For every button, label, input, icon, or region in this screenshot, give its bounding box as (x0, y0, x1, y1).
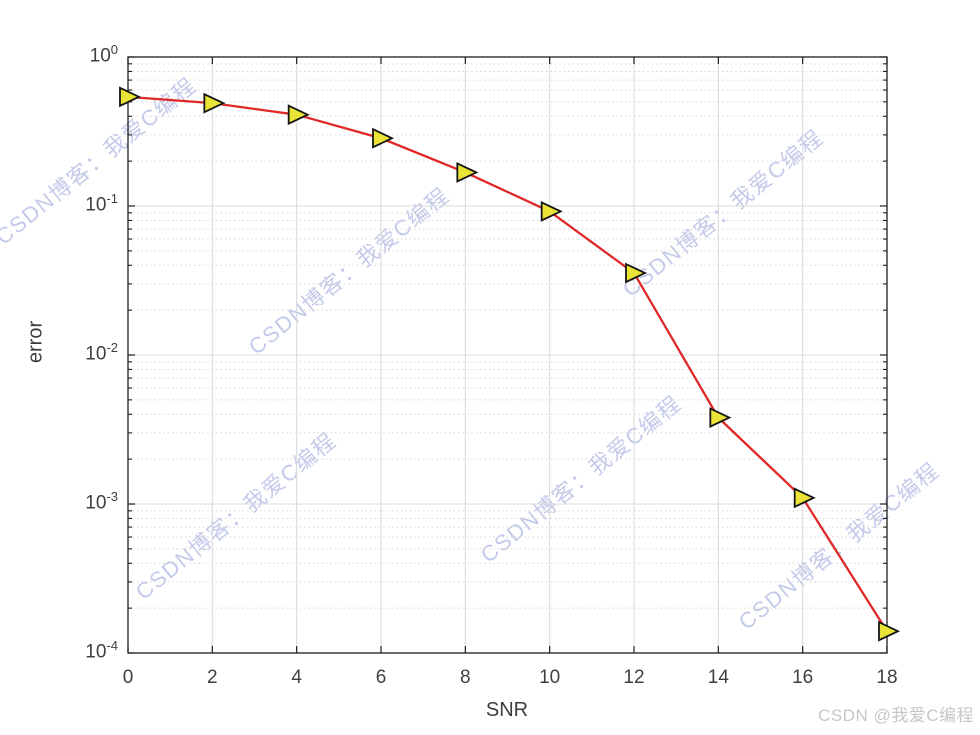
x-axis-label: SNR (485, 699, 529, 721)
credit-watermark: CSDN @我爱C编程 (818, 706, 974, 725)
x-tick-label: 4 (291, 667, 302, 688)
data-line (127, 95, 888, 632)
y-tick-label: 10-4 (85, 638, 118, 663)
y-tick-label: 10-2 (85, 340, 118, 365)
x-tick-label: 10 (539, 667, 561, 688)
x-tick-label: 16 (792, 667, 814, 688)
x-tick-label: 2 (207, 667, 218, 688)
x-tick-label: 18 (876, 667, 898, 688)
data-marker (625, 262, 648, 284)
x-tick-label: 0 (122, 667, 134, 688)
data-marker (119, 86, 142, 108)
x-tick-label: 14 (707, 667, 729, 688)
data-marker (540, 200, 563, 222)
x-tick-label: 8 (460, 667, 471, 688)
y-tick-label: 10-3 (85, 489, 118, 514)
data-marker (878, 620, 901, 642)
data-marker (203, 92, 226, 114)
data-marker (709, 407, 732, 429)
data-marker (793, 487, 816, 509)
data-marker (372, 127, 395, 149)
y-tick-label: 100 (89, 42, 118, 67)
x-tick-label: 6 (375, 667, 387, 688)
plot-border (127, 56, 888, 654)
data-marker (456, 162, 479, 183)
y-tick-label: 10-1 (85, 191, 118, 216)
data-marker (287, 104, 310, 126)
y-axis-label: error (24, 320, 47, 364)
x-tick-label: 12 (623, 667, 645, 688)
